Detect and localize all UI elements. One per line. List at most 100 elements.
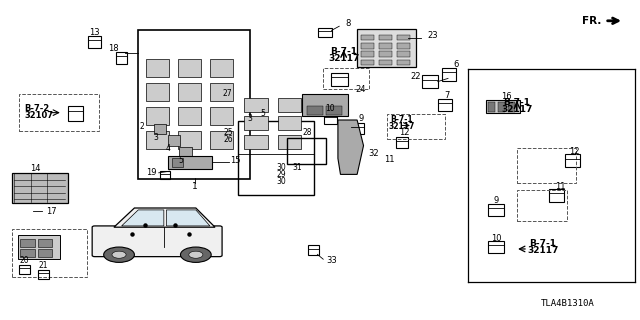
Bar bbox=[397, 51, 410, 57]
Bar bbox=[307, 106, 323, 115]
Text: 6: 6 bbox=[453, 60, 458, 69]
Text: 5: 5 bbox=[260, 109, 265, 118]
Bar bbox=[488, 204, 504, 216]
Text: 4: 4 bbox=[165, 144, 170, 153]
Bar bbox=[88, 36, 101, 48]
Bar bbox=[397, 35, 410, 40]
Bar bbox=[308, 245, 319, 255]
Text: B-7-1: B-7-1 bbox=[529, 239, 556, 248]
Text: 11: 11 bbox=[384, 155, 394, 164]
Text: 16: 16 bbox=[502, 92, 512, 101]
Text: 1: 1 bbox=[193, 182, 198, 191]
Bar bbox=[244, 135, 268, 149]
Text: 12: 12 bbox=[399, 128, 410, 137]
Bar bbox=[68, 106, 83, 121]
Polygon shape bbox=[122, 210, 164, 226]
Circle shape bbox=[189, 251, 203, 258]
Text: 32117: 32117 bbox=[388, 122, 415, 131]
Text: 2: 2 bbox=[140, 122, 145, 131]
Circle shape bbox=[104, 247, 134, 262]
Text: B-7-1: B-7-1 bbox=[330, 47, 357, 56]
Bar bbox=[357, 29, 416, 67]
Bar bbox=[351, 123, 364, 134]
Text: FR.: FR. bbox=[582, 16, 602, 26]
Bar bbox=[38, 239, 52, 247]
Bar bbox=[19, 265, 30, 274]
Bar bbox=[302, 94, 348, 116]
Bar bbox=[361, 51, 374, 57]
Bar bbox=[238, 121, 314, 195]
Bar bbox=[168, 135, 180, 146]
Text: 15: 15 bbox=[230, 156, 241, 165]
Bar bbox=[318, 28, 332, 37]
Bar bbox=[154, 124, 166, 134]
Bar bbox=[438, 99, 452, 111]
Text: 14: 14 bbox=[30, 164, 40, 173]
Text: B-7-2: B-7-2 bbox=[24, 104, 49, 113]
Bar bbox=[179, 147, 192, 157]
Bar bbox=[146, 107, 169, 125]
Bar bbox=[287, 138, 326, 164]
Bar bbox=[178, 83, 201, 101]
Bar bbox=[486, 100, 520, 113]
Text: 3: 3 bbox=[247, 114, 252, 123]
Bar bbox=[396, 137, 408, 148]
Bar bbox=[565, 154, 580, 167]
Bar bbox=[20, 249, 35, 257]
Bar bbox=[146, 131, 169, 149]
Bar bbox=[387, 114, 445, 139]
Bar bbox=[488, 102, 495, 112]
Text: TLA4B1310A: TLA4B1310A bbox=[541, 299, 595, 308]
Bar bbox=[323, 68, 369, 89]
Text: 21: 21 bbox=[39, 261, 48, 270]
Bar bbox=[517, 148, 576, 183]
Text: 12: 12 bbox=[570, 147, 580, 156]
Text: 8: 8 bbox=[346, 19, 351, 28]
Bar bbox=[397, 60, 410, 65]
Bar bbox=[38, 249, 52, 257]
Text: 3: 3 bbox=[154, 133, 159, 142]
Bar bbox=[210, 107, 233, 125]
Polygon shape bbox=[166, 210, 210, 226]
Text: 22: 22 bbox=[411, 72, 421, 81]
Bar bbox=[160, 171, 170, 179]
Text: 23: 23 bbox=[428, 31, 438, 40]
Circle shape bbox=[112, 251, 126, 258]
Text: 32117: 32117 bbox=[527, 246, 559, 255]
Bar bbox=[422, 75, 438, 88]
Bar bbox=[178, 131, 201, 149]
Text: 32107: 32107 bbox=[24, 111, 53, 120]
Text: 30: 30 bbox=[276, 163, 287, 172]
Bar bbox=[278, 116, 301, 130]
Bar bbox=[116, 52, 127, 64]
Bar bbox=[397, 43, 410, 49]
Text: 10: 10 bbox=[325, 104, 335, 113]
Text: 31: 31 bbox=[292, 163, 303, 172]
Bar bbox=[210, 59, 233, 77]
Bar bbox=[138, 30, 250, 179]
Text: 26: 26 bbox=[224, 135, 234, 144]
Bar bbox=[361, 60, 374, 65]
Text: B-7-1: B-7-1 bbox=[504, 98, 531, 107]
Bar bbox=[210, 83, 233, 101]
Bar bbox=[38, 270, 49, 279]
Polygon shape bbox=[114, 208, 215, 227]
Bar bbox=[326, 106, 342, 115]
Text: 32117: 32117 bbox=[328, 54, 360, 63]
Text: 25: 25 bbox=[224, 128, 234, 137]
Bar bbox=[508, 102, 515, 112]
Bar bbox=[379, 35, 392, 40]
Bar bbox=[379, 60, 392, 65]
Text: 32117: 32117 bbox=[501, 105, 533, 114]
Bar bbox=[498, 102, 505, 112]
Bar bbox=[324, 114, 337, 124]
Text: 20: 20 bbox=[19, 256, 29, 265]
Bar bbox=[146, 83, 169, 101]
Polygon shape bbox=[338, 120, 364, 174]
FancyBboxPatch shape bbox=[92, 226, 222, 257]
Bar bbox=[210, 131, 233, 149]
Bar bbox=[361, 43, 374, 49]
Text: 28: 28 bbox=[303, 128, 312, 137]
Text: 11: 11 bbox=[555, 182, 565, 191]
Bar bbox=[12, 173, 68, 203]
